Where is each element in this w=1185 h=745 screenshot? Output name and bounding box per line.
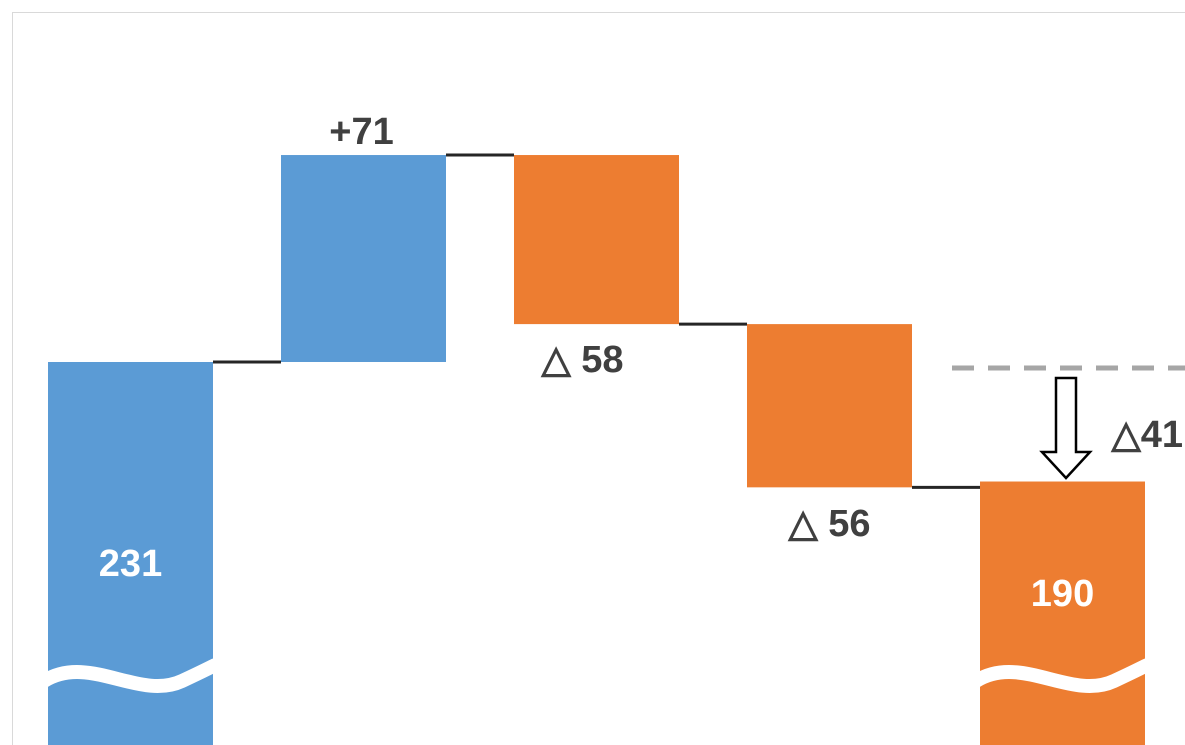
bar-total-4 xyxy=(980,481,1145,745)
axis-break-wave-4 xyxy=(972,658,1155,693)
data-label-4: 190 xyxy=(1031,573,1094,615)
data-label-3: △ 56 xyxy=(787,503,870,545)
down-arrow-icon xyxy=(1039,376,1093,480)
bar-increase-1 xyxy=(281,155,446,362)
bar-decrease-3 xyxy=(747,324,912,488)
data-label-0: 231 xyxy=(99,543,162,585)
data-label-2: △ 58 xyxy=(540,339,623,381)
change-label: △41 xyxy=(1111,414,1184,456)
bar-decrease-2 xyxy=(514,155,679,325)
data-label-1: +71 xyxy=(329,111,393,153)
axis-break-wave-0 xyxy=(40,658,223,693)
